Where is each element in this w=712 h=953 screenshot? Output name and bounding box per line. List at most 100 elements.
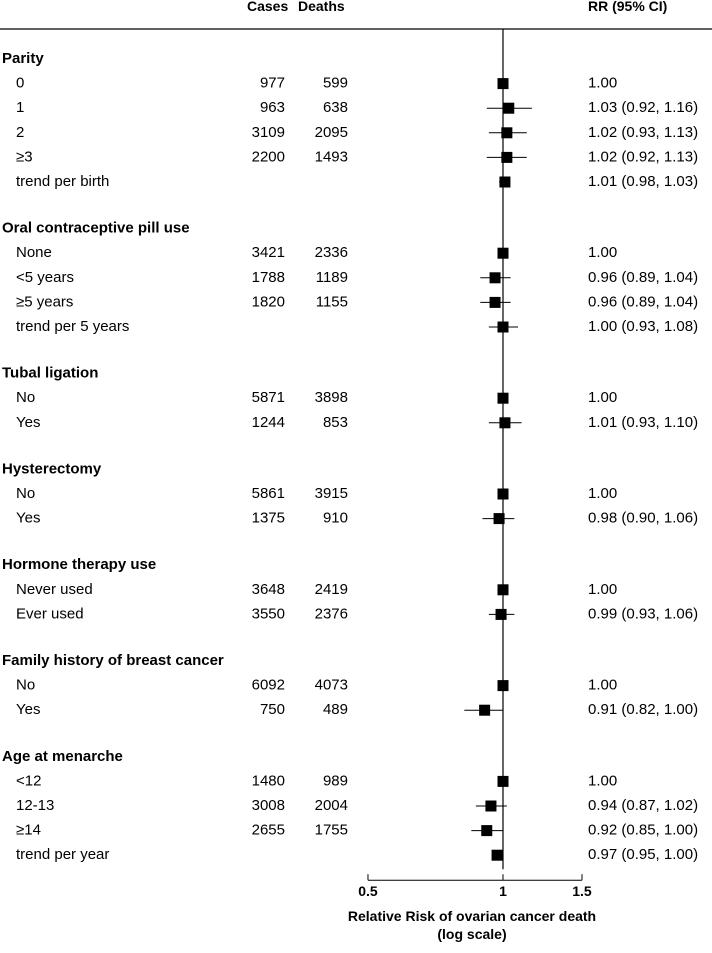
x-tick-label: 1 [499, 883, 507, 899]
estimate-marker [497, 247, 509, 259]
rr-value: 1.01 (0.98, 1.03) [588, 173, 698, 190]
group-title: Hormone therapy use [2, 556, 156, 573]
rr-value: 0.96 (0.89, 1.04) [588, 293, 698, 310]
cases-value: 963 [260, 99, 285, 116]
deaths-value: 1493 [315, 148, 348, 165]
rr-value: 1.02 (0.93, 1.13) [588, 124, 698, 141]
rr-value: 1.00 [588, 389, 617, 406]
estimate-marker [501, 127, 513, 139]
rr-value: 1.00 (0.93, 1.08) [588, 318, 698, 335]
rr-value: 1.00 [588, 772, 617, 789]
rr-value: 0.92 (0.85, 1.00) [588, 822, 698, 839]
cases-value: 5861 [252, 485, 285, 502]
group-title: Age at menarche [2, 748, 123, 765]
deaths-value: 1155 [316, 293, 348, 310]
rr-value: 0.96 (0.89, 1.04) [588, 269, 698, 286]
group-title: Oral contraceptive pill use [2, 220, 190, 237]
row-label: No [16, 677, 35, 694]
row-label: 0 [16, 75, 24, 92]
x-axis-label-scale: (log scale) [437, 926, 506, 942]
group-title: Family history of breast cancer [2, 652, 224, 669]
x-tick-label: 0.5 [358, 883, 378, 899]
estimate-marker [497, 584, 509, 596]
rr-value: 1.01 (0.93, 1.10) [588, 414, 698, 431]
cases-value: 3109 [252, 124, 285, 141]
rr-value: 0.94 (0.87, 1.02) [588, 797, 698, 814]
cases-value: 2655 [252, 822, 285, 839]
rr-value: 1.00 [588, 677, 617, 694]
estimate-marker [499, 417, 511, 429]
estimate-marker [497, 392, 509, 404]
deaths-value: 3915 [315, 485, 348, 502]
estimate-marker [497, 680, 509, 692]
cases-value: 2200 [252, 148, 285, 165]
cases-value: 977 [260, 75, 285, 92]
rr-value: 1.02 (0.92, 1.13) [588, 148, 698, 165]
rr-value: 0.91 (0.82, 1.00) [588, 701, 698, 718]
deaths-value: 2376 [315, 605, 348, 622]
row-label: <12 [16, 772, 41, 789]
estimate-marker [497, 488, 509, 500]
row-label: No [16, 389, 35, 406]
row-label: None [16, 244, 52, 261]
cases-value: 5871 [252, 389, 285, 406]
rr-value: 1.03 (0.92, 1.16) [588, 99, 698, 116]
deaths-value: 489 [323, 701, 348, 718]
x-tick-label: 1.5 [572, 883, 592, 899]
cases-value: 3421 [252, 244, 285, 261]
deaths-value: 2004 [315, 797, 348, 814]
deaths-value: 1189 [316, 269, 348, 286]
deaths-value: 638 [323, 99, 348, 116]
row-label: 2 [16, 124, 24, 141]
row-label: Ever used [16, 605, 84, 622]
deaths-value: 853 [323, 414, 348, 431]
row-label: trend per 5 years [16, 318, 129, 335]
estimate-marker [489, 296, 501, 308]
row-label: ≥5 years [16, 293, 73, 310]
rr-value: 1.00 [588, 581, 617, 598]
cases-value: 3550 [252, 605, 285, 622]
estimate-marker [481, 825, 493, 837]
deaths-value: 2095 [315, 124, 348, 141]
estimate-marker [489, 272, 501, 284]
row-label: 12-13 [16, 797, 54, 814]
row-label: ≥14 [16, 822, 41, 839]
deaths-value: 2336 [315, 244, 348, 261]
cases-value: 1244 [252, 414, 285, 431]
estimate-marker [503, 102, 515, 114]
row-label: Yes [16, 414, 40, 431]
plot-area: Parity 0 977 599 1.00 1 963 638 1.03 (0.92, 1.16… [2, 29, 698, 942]
cases-value: 3008 [252, 797, 285, 814]
rr-value: 0.98 (0.90, 1.06) [588, 510, 698, 527]
rr-value: 1.00 [588, 485, 617, 502]
row-label: <5 years [16, 269, 74, 286]
row-label: Yes [16, 701, 40, 718]
rr-value: 0.97 (0.95, 1.00) [588, 846, 698, 863]
cases-value: 750 [260, 701, 285, 718]
cases-value: 6092 [252, 677, 285, 694]
cases-value: 1480 [252, 772, 285, 789]
header-cases: Cases [247, 0, 288, 14]
deaths-value: 910 [323, 510, 348, 527]
estimate-marker [493, 513, 505, 525]
cases-value: 1375 [252, 510, 285, 527]
row-label: trend per birth [16, 173, 109, 190]
rr-value: 0.99 (0.93, 1.06) [588, 605, 698, 622]
cases-value: 1820 [252, 293, 285, 310]
header-deaths: Deaths [298, 0, 345, 14]
deaths-value: 599 [323, 75, 348, 92]
row-label: ≥3 [16, 148, 33, 165]
deaths-value: 3898 [315, 389, 348, 406]
estimate-marker [501, 151, 513, 163]
estimate-marker [491, 849, 503, 861]
estimate-marker [485, 800, 497, 812]
estimate-marker [499, 176, 511, 188]
group-title: Parity [2, 50, 44, 67]
row-label: No [16, 485, 35, 502]
group-title: Hysterectomy [2, 460, 102, 477]
row-label: Never used [16, 581, 93, 598]
deaths-value: 989 [323, 772, 348, 789]
deaths-value: 4073 [315, 677, 348, 694]
estimate-marker [479, 704, 491, 716]
